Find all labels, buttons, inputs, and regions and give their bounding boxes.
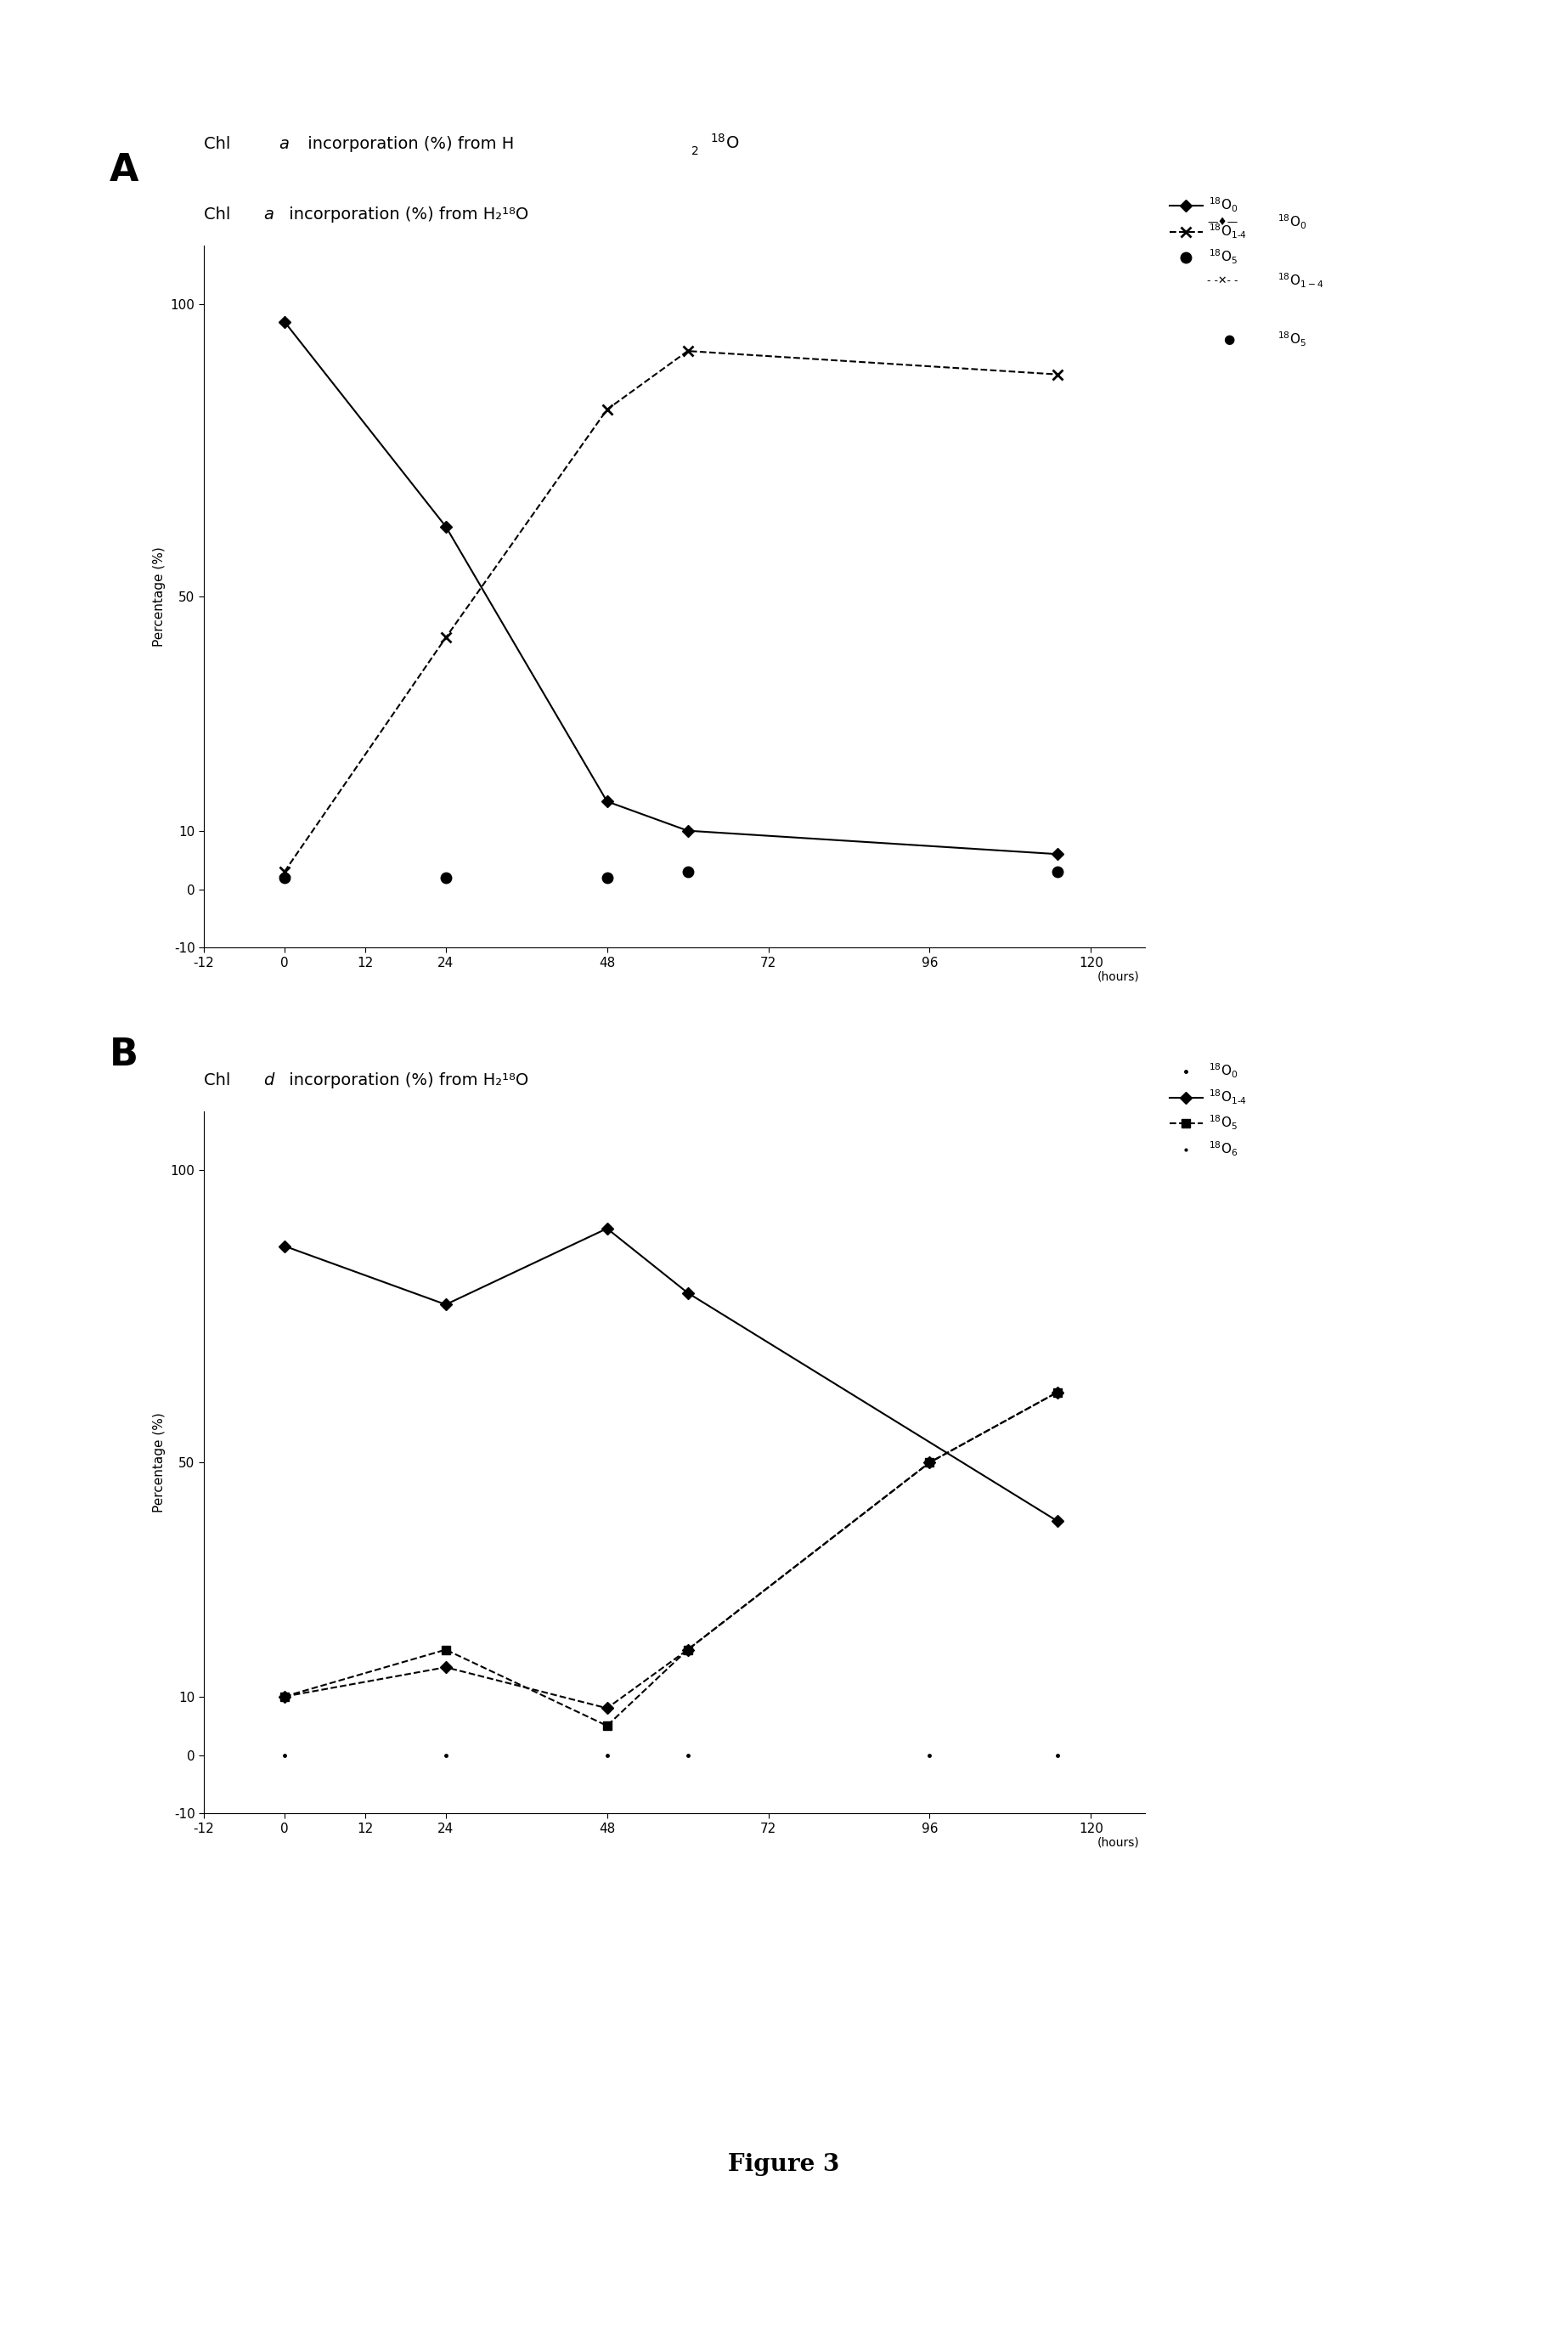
- Text: (hours): (hours): [1098, 1837, 1140, 1849]
- Y-axis label: Percentage (%): Percentage (%): [154, 548, 166, 646]
- Text: $^{18}$O$_5$: $^{18}$O$_5$: [1278, 330, 1306, 349]
- Text: a: a: [263, 206, 274, 222]
- Legend: $^{18}$O$_0$, $^{18}$O$_{1\text{-}4}$, $^{18}$O$_5$: $^{18}$O$_0$, $^{18}$O$_{1\text{-}4}$, $…: [1170, 197, 1247, 267]
- Text: incorporation (%) from H₂¹⁸O: incorporation (%) from H₂¹⁸O: [284, 206, 528, 222]
- Text: $^{18}$O: $^{18}$O: [710, 133, 740, 152]
- Text: $^{18}$O$_{1-4}$: $^{18}$O$_{1-4}$: [1278, 271, 1323, 290]
- Text: B: B: [110, 1037, 138, 1074]
- Text: $^{18}$O$_0$: $^{18}$O$_0$: [1278, 213, 1308, 232]
- Text: a: a: [279, 136, 290, 152]
- Text: incorporation (%) from H₂¹⁸O: incorporation (%) from H₂¹⁸O: [284, 1072, 528, 1088]
- Text: —♦—: —♦—: [1207, 218, 1239, 227]
- Text: - -✕- -: - -✕- -: [1207, 276, 1239, 285]
- Text: Chl: Chl: [204, 206, 235, 222]
- Text: d: d: [263, 1072, 274, 1088]
- Text: 2: 2: [691, 145, 699, 157]
- Text: Figure 3: Figure 3: [728, 2153, 840, 2176]
- Text: Chl: Chl: [204, 1072, 235, 1088]
- Text: A: A: [110, 152, 140, 190]
- Legend: $^{18}$O$_0$, $^{18}$O$_{1\text{-}4}$, $^{18}$O$_5$, $^{18}$O$_6$: $^{18}$O$_0$, $^{18}$O$_{1\text{-}4}$, $…: [1170, 1062, 1247, 1158]
- Text: ●: ●: [1223, 332, 1234, 346]
- Text: (hours): (hours): [1098, 971, 1140, 983]
- Text: incorporation (%) from H: incorporation (%) from H: [303, 136, 514, 152]
- Y-axis label: Percentage (%): Percentage (%): [154, 1413, 166, 1512]
- Text: Chl: Chl: [204, 136, 235, 152]
